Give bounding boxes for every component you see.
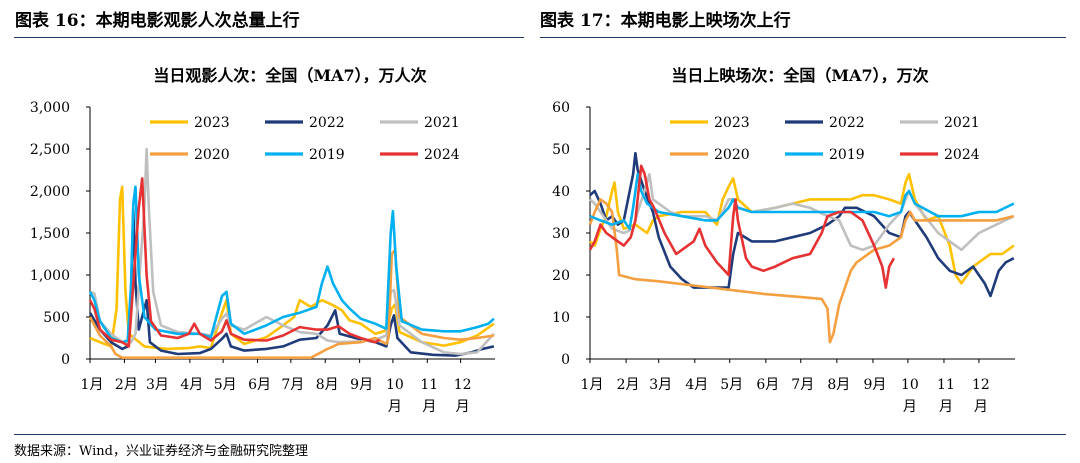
y-tick-label: 2,500 [30, 142, 70, 158]
legend-label-2021: 2021 [944, 115, 980, 131]
figure-16-heading: 图表 16：本期电影观影人次总量上行 [15, 11, 300, 31]
series-line-2020 [88, 248, 495, 359]
figure-16-rule [14, 37, 524, 38]
legend-label-2023: 2023 [714, 115, 750, 131]
legend-label-2020: 2020 [194, 147, 230, 163]
y-tick-label: 20 [552, 268, 570, 284]
audience-chart: 当日观影人次：全国（MA7），万人次 0 500 1,000 1,500 2,000 2,5… [30, 66, 495, 415]
x-tick-label: 4月 [685, 377, 708, 393]
x-tick-label: 8月 [316, 377, 339, 393]
x-tick-label: 1月 [581, 377, 604, 393]
x-tick-label: 5月 [214, 377, 237, 393]
x-tick-label: 3月 [649, 377, 672, 393]
source-note: 数据来源：Wind，兴业证券经济与金融研究院整理 [14, 444, 308, 459]
legend-label-2022: 2022 [829, 115, 865, 131]
x-tick-label: 12 月 [972, 377, 990, 415]
x-tick-label: 11 月 [420, 377, 438, 415]
y-tick-label: 30 [552, 226, 570, 242]
footer-rule [14, 434, 1066, 435]
legend-label-2021: 2021 [424, 115, 460, 131]
x-tick-label: 7月 [791, 377, 814, 393]
y-tick-label: 10 [552, 310, 570, 326]
x-tick-label: 11 月 [937, 377, 955, 415]
y-tick-label: 2,000 [30, 184, 70, 200]
series-line-2019 [88, 185, 495, 344]
figure-17-rule [540, 37, 1066, 38]
x-tick-label: 2月 [617, 377, 640, 393]
y-tick-label: 50 [552, 142, 570, 158]
screenings-chart: 当日上映场次：全国（MA7），万次 0 10 20 30 40 50 60 1月 2月 3月 4月 5月… [552, 66, 1015, 415]
x-tick-label: 1月 [81, 377, 104, 393]
figure-17-heading: 图表 17：本期电影上映场次上行 [540, 11, 791, 31]
legend-label-2024: 2024 [944, 147, 980, 163]
legend-label-2019: 2019 [829, 147, 865, 163]
x-tick-label: 6月 [248, 377, 271, 393]
y-tick-label: 0 [561, 352, 570, 368]
chart-title: 当日上映场次：全国（MA7），万次 [671, 66, 928, 85]
x-tick-label: 5月 [720, 377, 743, 393]
x-tick-label: 8月 [827, 377, 850, 393]
series-line-2023 [589, 172, 1015, 285]
y-tick-label: 0 [61, 352, 70, 368]
series-line-2019 [589, 172, 1015, 231]
series-line-2022 [589, 151, 1015, 298]
x-tick-label: 9月 [350, 377, 373, 393]
y-tick-label: 1,500 [30, 226, 70, 242]
x-tick-label: 6月 [756, 377, 779, 393]
chart-title: 当日观影人次：全国（MA7），万人次 [153, 66, 426, 85]
legend-label-2022: 2022 [309, 115, 345, 131]
x-tick-label: 2月 [115, 377, 138, 393]
x-tick-label: 9月 [863, 377, 886, 393]
x-tick-label: 12 月 [454, 377, 472, 415]
y-tick-label: 3,000 [30, 100, 70, 116]
x-tick-label: 10 月 [386, 377, 404, 415]
y-tick-label: 60 [552, 100, 570, 116]
series-line-2024 [88, 177, 381, 348]
series-line-2020 [588, 198, 1015, 344]
x-tick-label: 10 月 [901, 377, 919, 415]
legend-label-2023: 2023 [194, 115, 230, 131]
x-tick-label: 4月 [180, 377, 203, 393]
x-tick-label: 3月 [146, 377, 169, 393]
series-line-2024 [588, 164, 896, 289]
legend-label-2019: 2019 [309, 147, 345, 163]
legend-label-2024: 2024 [424, 147, 460, 163]
y-tick-label: 1,000 [30, 268, 70, 284]
y-tick-label: 500 [43, 310, 70, 326]
legend-label-2020: 2020 [714, 147, 750, 163]
x-tick-label: 7月 [281, 377, 304, 393]
y-tick-label: 40 [552, 184, 570, 200]
